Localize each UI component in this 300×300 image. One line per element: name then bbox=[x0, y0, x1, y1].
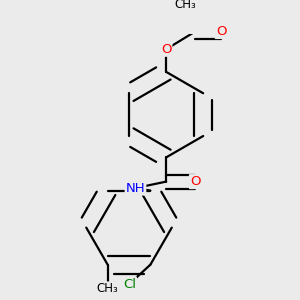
Text: CH₃: CH₃ bbox=[97, 282, 118, 295]
Text: O: O bbox=[161, 43, 171, 56]
Text: Cl: Cl bbox=[123, 278, 136, 290]
Text: O: O bbox=[190, 175, 200, 188]
Text: NH: NH bbox=[126, 182, 145, 195]
Text: O: O bbox=[216, 25, 226, 38]
Text: CH₃: CH₃ bbox=[175, 0, 196, 11]
